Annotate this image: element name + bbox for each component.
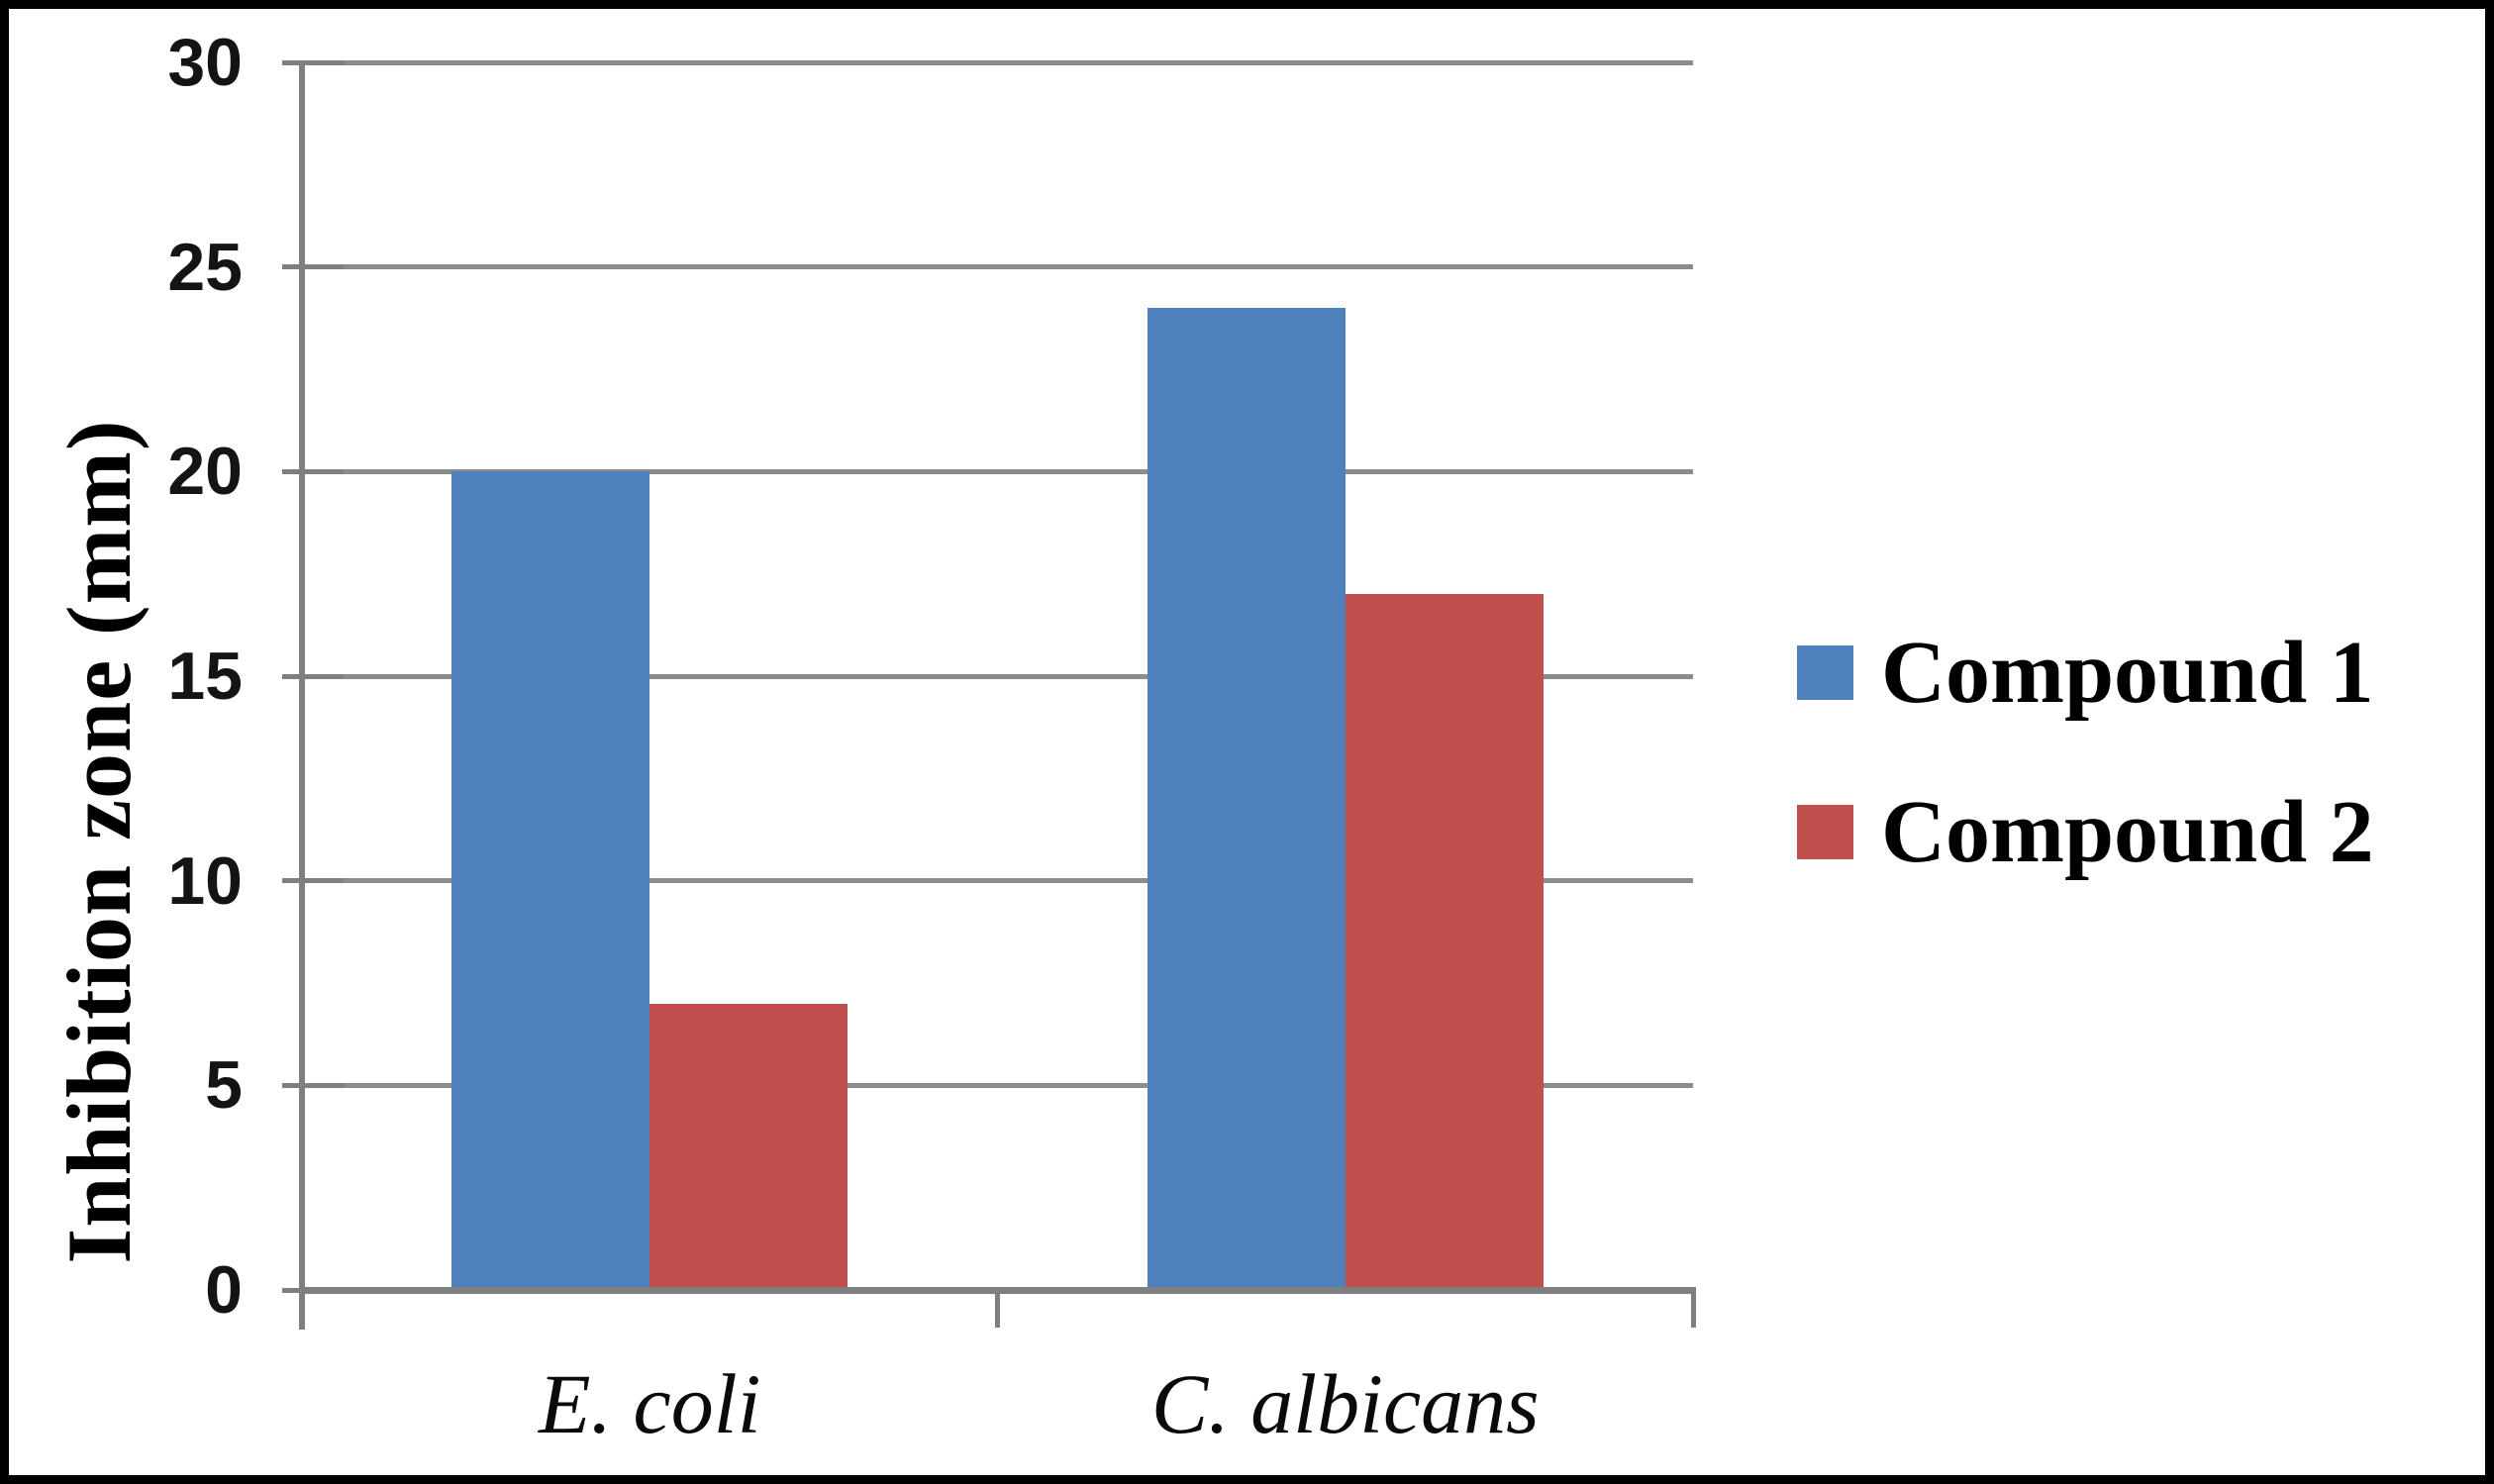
- x-tick-mark: [1690, 1290, 1696, 1328]
- bar-compound-1-c-albicans: [1147, 308, 1346, 1290]
- x-tick-mark: [995, 1290, 1000, 1328]
- x-tick-mark: [299, 1290, 305, 1328]
- y-axis-line: [299, 62, 305, 1330]
- legend-swatch-compound-2: [1797, 805, 1853, 859]
- legend-label: Compound 2: [1881, 783, 2374, 881]
- legend-swatch-compound-1: [1797, 645, 1853, 700]
- y-tick-label: 0: [205, 1252, 243, 1328]
- y-tick-mark: [282, 878, 344, 884]
- legend-entry-2: Compound 2: [1797, 783, 2374, 881]
- y-tick-label: 10: [167, 842, 243, 919]
- y-tick-mark: [282, 264, 344, 270]
- gridline-30: [302, 59, 1693, 65]
- bar-compound-2-e-coli: [649, 1003, 848, 1290]
- y-tick-label: 5: [205, 1047, 243, 1124]
- y-tick-label: 25: [167, 229, 243, 305]
- gridline-15: [302, 673, 1693, 679]
- y-tick-label: 30: [167, 25, 243, 100]
- y-tick-label: 15: [167, 639, 243, 714]
- bar-compound-2-c-albicans: [1345, 594, 1544, 1290]
- y-tick-mark: [282, 1082, 344, 1088]
- gridline-10: [302, 878, 1693, 884]
- y-tick-mark: [282, 468, 344, 474]
- gridline-20: [302, 468, 1693, 474]
- gridline-25: [302, 264, 1693, 270]
- y-tick-mark: [282, 59, 344, 65]
- bar-compound-1-e-coli: [451, 471, 650, 1290]
- category-label: E. coli: [539, 1356, 761, 1451]
- gridline-5: [302, 1082, 1693, 1088]
- category-label: C. albicans: [1150, 1356, 1540, 1451]
- legend-label: Compound 1: [1881, 624, 2374, 722]
- y-tick-label: 20: [167, 434, 243, 510]
- legend-entry-1: Compound 1: [1797, 624, 2374, 722]
- y-tick-mark: [282, 673, 344, 679]
